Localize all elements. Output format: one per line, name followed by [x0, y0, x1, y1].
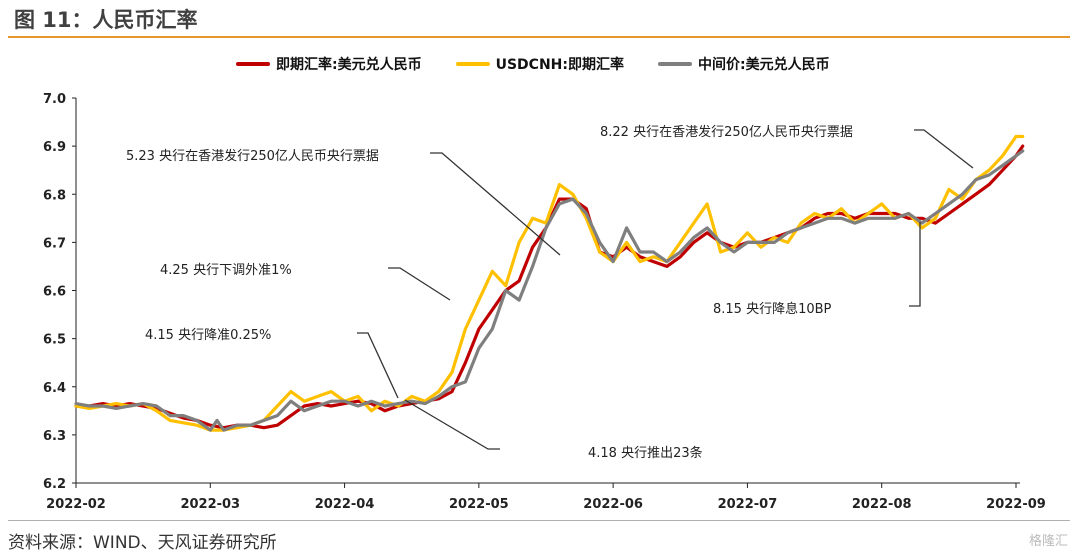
legend-swatch-central-parity [658, 62, 692, 66]
source-note: 资料来源：WIND、天风证券研究所 [8, 533, 277, 553]
annotation-0523: 5.23 央行在香港发行250亿人民币央行票据 [126, 148, 379, 164]
chart-legend: 即期汇率:美元兑人民币 USDCNH:即期汇率 中间价:美元兑人民币 [236, 54, 830, 74]
annotation-leader-0425 [388, 267, 451, 301]
legend-item-usdcnh: USDCNH:即期汇率 [455, 54, 624, 74]
x-tick-label: 2022-06 [583, 497, 643, 512]
series-line-usdcnh [74, 134, 1025, 432]
x-tick-label: 2022-05 [449, 497, 509, 512]
annotation-leader-0523 [430, 152, 561, 256]
x-tick-label: 2022-04 [315, 497, 375, 512]
annotation-0418: 4.18 央行推出23条 [588, 445, 703, 461]
annotation-leader-0415 [357, 332, 399, 399]
annotation-0415: 4.15 央行降准0.25% [145, 328, 271, 343]
x-tick-label: 2022-09 [986, 497, 1046, 512]
series-line-spot-rate [74, 144, 1025, 430]
y-tick-label: 6.2 [43, 477, 66, 492]
x-tick-labels: 2022-02 2022-03 2022-04 2022-05 2022-06 2022-… [46, 483, 1046, 512]
series-lines [74, 134, 1025, 432]
legend-swatch-spot-rate [236, 62, 270, 66]
x-tick-label: 2022-03 [180, 497, 240, 512]
y-tick-label: 6.9 [43, 140, 66, 155]
legend-label-usdcnh: USDCNH:即期汇率 [495, 57, 624, 73]
series-line-central-parity [74, 149, 1025, 432]
legend-item-central-parity: 中间价:美元兑人民币 [658, 54, 830, 74]
x-tick-label: 2022-07 [718, 497, 778, 512]
legend-label-central-parity: 中间价:美元兑人民币 [698, 57, 830, 73]
y-tick-labels: 6.2 6.3 6.4 6.5 6.6 6.7 6.8 6.9 7.0 [43, 92, 76, 492]
y-tick-label: 6.4 [43, 381, 66, 396]
y-tick-label: 6.7 [43, 236, 66, 251]
y-tick-label: 6.5 [43, 333, 66, 348]
y-tick-label: 6.6 [43, 285, 66, 300]
watermark-logo: 格隆汇 [1028, 534, 1068, 549]
legend-label-spot-rate: 即期汇率:美元兑人民币 [276, 57, 422, 73]
figure-title: 图 11：人民币汇率 [14, 8, 198, 32]
x-tick-label: 2022-08 [852, 497, 912, 512]
annotation-0815: 8.15 央行降息10BP [713, 301, 832, 317]
y-tick-label: 6.3 [43, 429, 66, 444]
annotation-0425: 4.25 央行下调外准1% [160, 263, 292, 278]
chart-annotations: 5.23 央行在香港发行250亿人民币央行票据 4.25 央行下调外准1% 4.… [126, 124, 974, 461]
legend-item-spot-rate: 即期汇率:美元兑人民币 [236, 54, 422, 74]
x-tick-label: 2022-02 [46, 497, 106, 512]
annotation-0822: 8.22 央行在香港发行250亿人民币央行票据 [600, 124, 853, 140]
y-tick-label: 7.0 [43, 92, 66, 107]
y-tick-label: 6.8 [43, 188, 66, 203]
legend-swatch-usdcnh [455, 62, 490, 66]
annotation-leader-0815 [909, 222, 921, 307]
title-divider [8, 36, 1070, 38]
annotation-leader-0822 [914, 129, 974, 169]
source-divider [8, 520, 1070, 521]
annotation-leader-0418 [404, 399, 500, 450]
